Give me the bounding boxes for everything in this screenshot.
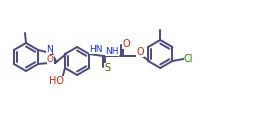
- Text: O: O: [122, 39, 130, 49]
- Text: O: O: [136, 47, 144, 57]
- Text: Cl: Cl: [184, 54, 193, 64]
- Text: NH: NH: [105, 46, 119, 55]
- Text: HO: HO: [49, 76, 65, 86]
- Text: HN: HN: [90, 44, 103, 53]
- Text: N: N: [46, 44, 52, 53]
- Text: S: S: [104, 63, 110, 73]
- Text: O: O: [47, 55, 54, 64]
